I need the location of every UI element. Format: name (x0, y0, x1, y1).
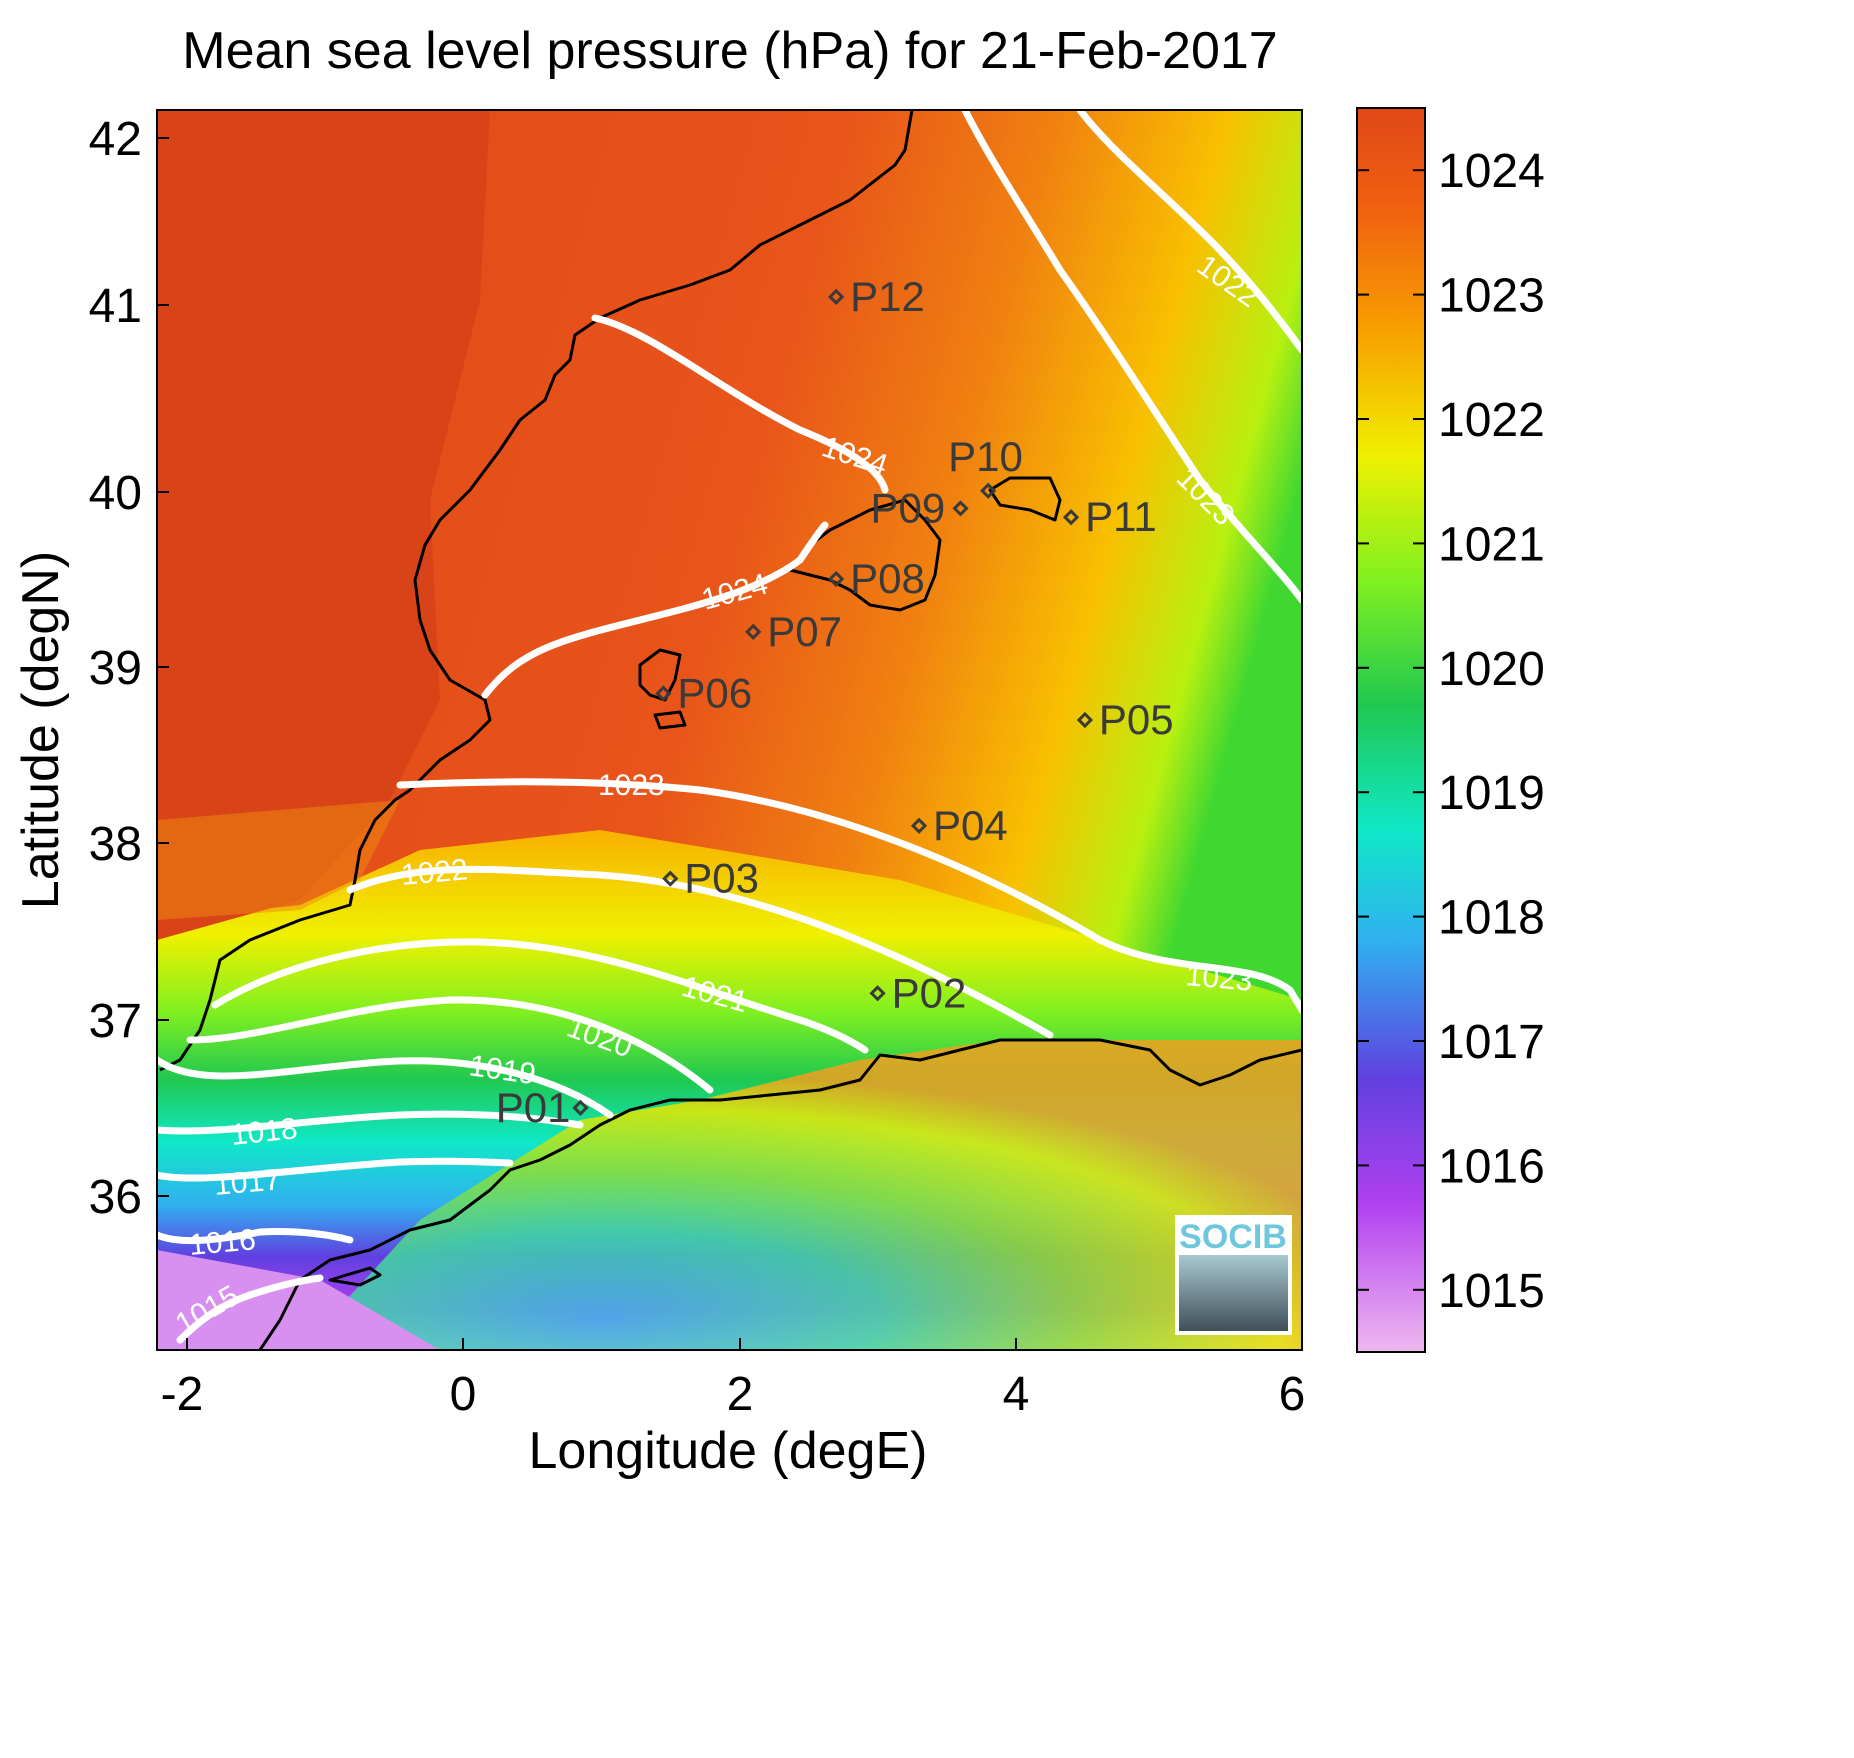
contour-1016 (157, 1228, 354, 1245)
station-marker (655, 685, 672, 702)
station-marker (828, 288, 845, 305)
island-ibiza (638, 648, 682, 702)
y-axis-label: Latitude (degN) (12, 551, 70, 909)
colorbar: 1024 1023 1022 1021 1020 1019 1018 1017 1016 1015 (1356, 107, 1545, 1353)
y-axis: 42 41 40 39 38 37 36 Latitude (degN) (12, 113, 169, 1224)
chart-title: Mean sea level pressure (hPa) for 21-Feb… (182, 22, 1277, 80)
pressure-field-southwest (157, 1250, 440, 1350)
iberian-coastline (159, 110, 914, 1072)
colorbar-tick-label: 1024 (1438, 145, 1545, 198)
colorbar-ticks: 1024 1023 1022 1021 1020 1019 1018 1017 1016 1015 (1357, 145, 1545, 1318)
contour-1022-northeast (1076, 110, 1302, 354)
contour-1024-south (481, 521, 829, 699)
colorbar-tick-label: 1017 (1438, 1016, 1545, 1069)
y-tick-label: 38 (89, 818, 142, 871)
colorbar-tick-label: 1023 (1438, 270, 1545, 323)
x-axis-label: Longitude (degE) (529, 1422, 928, 1480)
contour-1021 (211, 938, 869, 1054)
contour-1023-southeast (396, 778, 1302, 1014)
contour-label: 1022 (400, 853, 469, 892)
african-coastline (258, 1038, 1302, 1350)
station-label: P06 (677, 670, 752, 717)
contour-1017 (157, 1157, 514, 1182)
colorbar-tick-label: 1019 (1438, 767, 1545, 820)
station-label: P07 (767, 608, 842, 655)
colorbar-tick-label: 1015 (1438, 1265, 1545, 1318)
colorbar-scale (1356, 107, 1426, 1353)
station-marker (910, 817, 928, 834)
station-marker (828, 570, 845, 588)
colorbar-tick-label: 1020 (1438, 643, 1545, 696)
logo-image (1179, 1255, 1288, 1331)
colorbar-tick-label: 1022 (1438, 394, 1545, 447)
station-label: P08 (850, 555, 925, 602)
station-label: P04 (933, 802, 1008, 849)
contour-1022-south (346, 865, 1054, 1039)
pressure-field-land-mid (157, 800, 400, 920)
pressure-field-africa (300, 1040, 1302, 1350)
x-tick-label: 0 (450, 1368, 477, 1421)
station-marker (952, 500, 969, 517)
island-mallorca (788, 498, 942, 612)
pressure-field-land-high (157, 110, 490, 940)
y-tick-label: 39 (89, 642, 142, 695)
contour-label: 1017 (213, 1163, 282, 1202)
station-marker (980, 482, 997, 499)
y-tick-label: 42 (89, 113, 142, 166)
island-menorca (988, 476, 1062, 522)
x-axis: -2 0 2 4 6 Longitude (degE) (161, 1338, 1306, 1480)
island-formentera (653, 710, 687, 730)
station-label: P11 (1085, 493, 1157, 540)
station-marker (745, 623, 762, 640)
station-label: P03 (684, 855, 759, 902)
contour-label: 1023 (1184, 959, 1253, 998)
plot-frame (156, 109, 1303, 1351)
y-tick-label: 36 (89, 1171, 142, 1224)
contour-1019 (157, 1056, 614, 1119)
colorbar-tick-label: 1018 (1438, 892, 1545, 945)
station-marker (869, 985, 886, 1002)
colorbar-tick-label: 1016 (1438, 1140, 1545, 1193)
x-tick-label: 2 (727, 1368, 754, 1421)
y-tick-label: 41 (89, 280, 142, 333)
contour-label: 1023 (598, 769, 665, 802)
station-marker (1076, 711, 1094, 729)
station-label: P02 (892, 969, 967, 1016)
contour-1024-north (591, 314, 889, 494)
y-tick-label: 40 (89, 467, 142, 520)
station-label: P10 (948, 433, 1023, 480)
y-tick-label: 37 (89, 995, 142, 1048)
station-label: P12 (850, 273, 925, 320)
map-field: 1024 1024 1023 1023 1023 1022 1022 1021 … (157, 110, 1302, 1350)
contour-1018 (157, 1110, 584, 1135)
x-tick-label: -2 (161, 1368, 204, 1421)
station-label: P05 (1099, 696, 1174, 743)
x-tick-label: 6 (1279, 1368, 1306, 1421)
station-marker (662, 870, 679, 887)
contour-1015 (176, 1274, 324, 1344)
colorbar-tick-label: 1021 (1438, 518, 1545, 571)
station-marker (572, 1099, 589, 1116)
island-alboran (328, 1266, 382, 1287)
contour-1020 (186, 996, 714, 1094)
station-marker (1062, 509, 1080, 526)
logo-text: SOCIB (1179, 1218, 1287, 1256)
contour-1023-east (961, 110, 1302, 604)
socib-logo: SOCIB (1175, 1215, 1292, 1335)
contour-label: 1018 (229, 1112, 299, 1152)
station-label: P09 (871, 484, 946, 531)
x-tick-label: 4 (1003, 1368, 1030, 1421)
station-label: P01 (496, 1084, 571, 1131)
contour-label: 1016 (188, 1223, 257, 1262)
